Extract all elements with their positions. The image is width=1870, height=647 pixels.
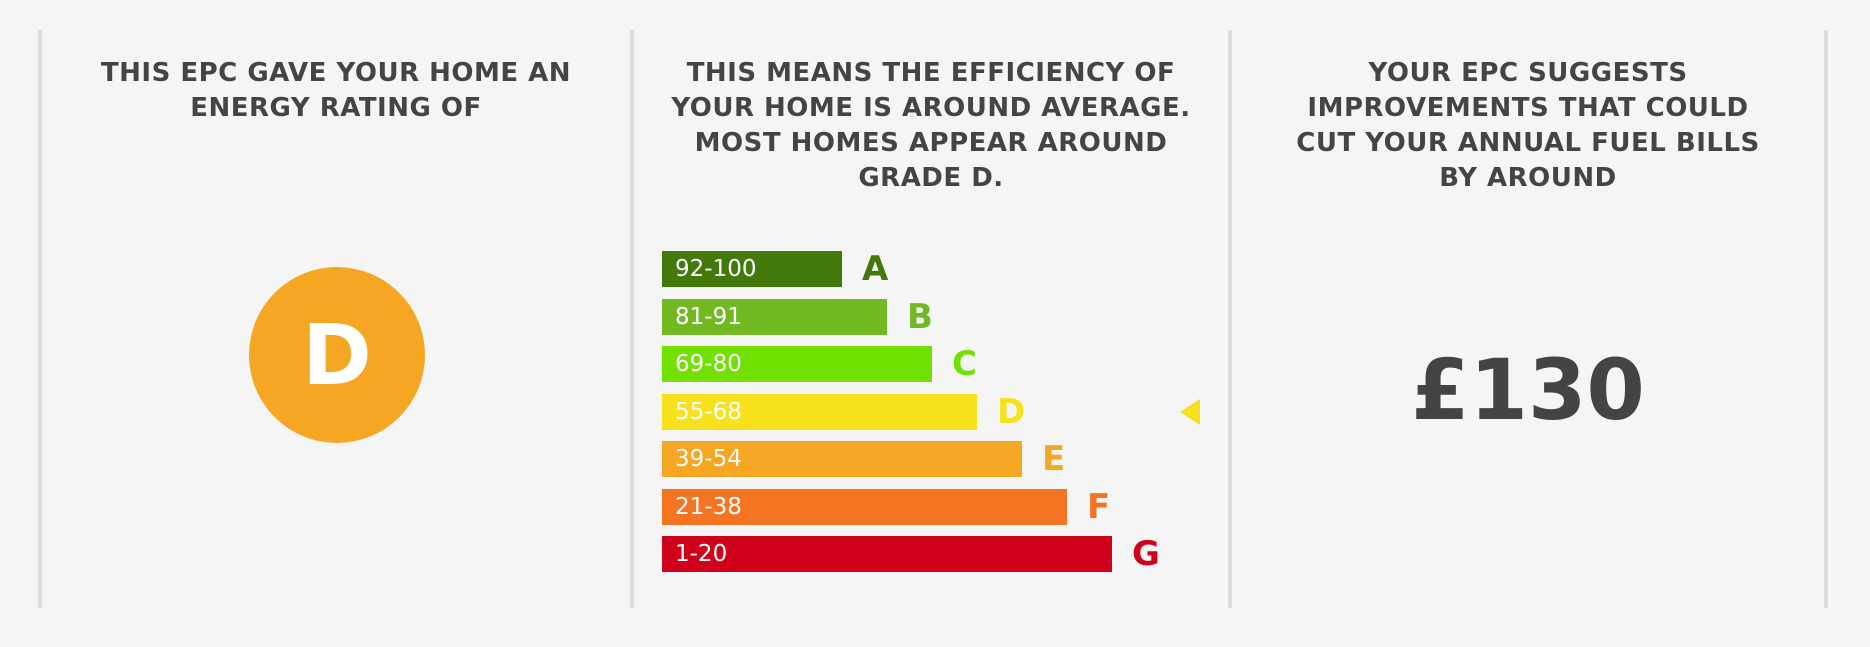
savings-panel: YOUR EPC SUGGESTS IMPROVEMENTS THAT COUL…	[1234, 0, 1822, 610]
divider-left	[38, 30, 42, 608]
energy-rating-panel: THIS EPC GAVE YOUR HOME AN ENERGY RATING…	[44, 0, 628, 610]
band-letter-a: A	[862, 249, 889, 289]
savings-amount: £130	[1411, 341, 1645, 439]
divider-center-right	[1228, 30, 1232, 608]
energy-band-scale: 92-100 A 81-91 B 69-80 C 55-68 D 39-54 E 21-38 F 1-2…	[636, 0, 1226, 610]
divider-right	[1824, 30, 1828, 608]
divider-center-left	[630, 30, 634, 608]
efficiency-panel: THIS MEANS THE EFFICIENCY OF YOUR HOME I…	[636, 0, 1226, 610]
band-letter-g: G	[1132, 534, 1160, 574]
efficiency-heading: THIS MEANS THE EFFICIENCY OF YOUR HOME I…	[671, 58, 1191, 193]
savings-heading: YOUR EPC SUGGESTS IMPROVEMENTS THAT COUL…	[1296, 58, 1760, 193]
triangle-left-icon	[1180, 398, 1200, 425]
band-letter-d: D	[997, 391, 1026, 432]
band-bar-g: 1-20	[662, 536, 1112, 572]
band-letter-c: C	[952, 344, 977, 384]
band-bar-e: 39-54	[662, 441, 1022, 477]
band-letter-b: B	[907, 296, 933, 337]
energy-rating-heading: THIS EPC GAVE YOUR HOME AN ENERGY RATING…	[100, 58, 572, 123]
band-bar-a: 92-100	[662, 251, 842, 287]
band-bar-b: 81-91	[662, 298, 887, 335]
energy-rating-badge: D	[249, 267, 425, 443]
band-bar-d: 55-68	[662, 393, 977, 430]
band-bar-f: 21-38	[662, 488, 1067, 525]
band-letter-e: E	[1042, 439, 1066, 479]
band-letter-f: F	[1087, 486, 1111, 527]
band-bar-c: 69-80	[662, 346, 932, 382]
